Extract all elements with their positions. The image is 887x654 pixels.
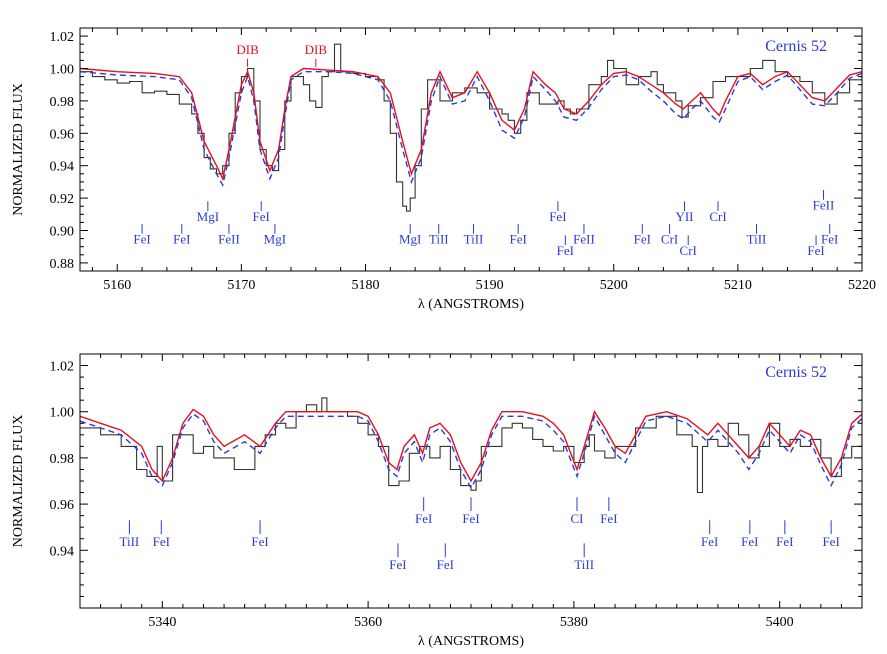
line-id-label: TiII (464, 232, 484, 247)
line-id-label: FeI (821, 232, 838, 247)
line-id-label: FeII (218, 232, 240, 247)
line-id-label: FeI (776, 534, 793, 549)
chart-title: Cernis 52 (765, 364, 827, 381)
line-id-label: MgI (197, 209, 219, 224)
line-id-label: CrI (661, 232, 678, 247)
line-id-label: FeI (807, 243, 824, 258)
x-tick-label: 5360 (354, 615, 382, 630)
line-id-label: FeI (600, 511, 617, 526)
line-id-label: FeII (573, 232, 595, 247)
top-spectrum-panel: 5160 5170 5180 5190 5200 5210 5220 0.88 0.90 0.92… (11, 27, 876, 312)
x-tick-label: 5170 (227, 278, 255, 293)
line-id-label: CrI (680, 243, 697, 258)
line-id-label: CI (570, 511, 583, 526)
series-model-line (80, 67, 862, 181)
line-id-label: FeI (253, 209, 270, 224)
y-tick-label: 0.94 (50, 160, 75, 175)
line-id-label: FeI (153, 534, 170, 549)
dib-label: DIB (236, 42, 259, 57)
y-tick-label: 0.92 (50, 192, 75, 207)
line-id-label: FeI (509, 232, 526, 247)
line-id-label: TiII (120, 534, 140, 549)
series-model_alt-line (80, 413, 862, 490)
line-id-label: TiII (747, 232, 767, 247)
x-tick-label: 5180 (351, 278, 379, 293)
y-axis-label: NORMALIZED FLUX (11, 83, 26, 216)
line-id-label: MgI (264, 232, 286, 247)
line-id-label: FeI (634, 232, 651, 247)
x-axis-label: λ (ANGSTROMS) (418, 634, 524, 649)
bottom-spectrum-panel: 5340 5360 5380 5400 0.94 0.96 0.98 1.00 1.02 λ (A… (11, 353, 863, 649)
line-id-label: FeI (437, 557, 454, 572)
series-model_alt-line (80, 71, 862, 188)
line-id-label: MgI (399, 232, 421, 247)
series-observed-line (80, 397, 862, 494)
x-tick-label: 5220 (848, 278, 876, 293)
series-model-line (80, 408, 862, 483)
line-id-label: TiII (429, 232, 449, 247)
y-tick-label: 1.02 (50, 360, 75, 375)
x-axis-label: λ (ANGSTROMS) (418, 297, 524, 312)
x-tick-label: 5160 (103, 278, 131, 293)
y-tick-label: 0.94 (50, 544, 75, 559)
x-tick-label: 5400 (766, 615, 794, 630)
line-id-label: FeI (251, 534, 268, 549)
line-id-label: FeI (549, 209, 566, 224)
y-tick-label: 0.96 (50, 127, 75, 142)
line-id-label: FeI (389, 557, 406, 572)
dib-label: DIB (305, 42, 328, 57)
line-id-label: CrI (709, 209, 726, 224)
line-id-label: FeII (813, 198, 835, 213)
line-id-label: FeI (133, 232, 150, 247)
y-tick-label: 0.98 (50, 95, 75, 110)
x-tick-label: 5340 (148, 615, 176, 630)
y-tick-label: 1.00 (50, 63, 75, 78)
line-id-label: FeI (557, 243, 574, 258)
x-tick-label: 5380 (560, 615, 588, 630)
line-id-label: FeI (822, 534, 839, 549)
line-id-label: FeI (415, 511, 432, 526)
x-tick-label: 5190 (476, 278, 504, 293)
series-observed-line (80, 43, 862, 212)
y-tick-label: 0.90 (50, 225, 75, 240)
line-id-label: FeI (173, 232, 190, 247)
y-tick-label: 0.96 (50, 498, 75, 513)
x-tick-label: 5200 (600, 278, 628, 293)
line-id-label: FeI (701, 534, 718, 549)
y-tick-label: 0.98 (50, 452, 75, 467)
y-tick-label: 0.88 (50, 257, 75, 272)
line-id-label: FeI (741, 534, 758, 549)
line-id-label: TiII (574, 557, 594, 572)
line-id-label: YII (675, 209, 693, 224)
x-tick-label: 5210 (724, 278, 752, 293)
y-tick-label: 1.00 (50, 406, 75, 421)
y-axis-label: NORMALIZED FLUX (11, 415, 26, 548)
chart-title: Cernis 52 (765, 38, 827, 55)
line-id-label: FeI (462, 511, 479, 526)
y-tick-label: 1.02 (50, 30, 75, 45)
